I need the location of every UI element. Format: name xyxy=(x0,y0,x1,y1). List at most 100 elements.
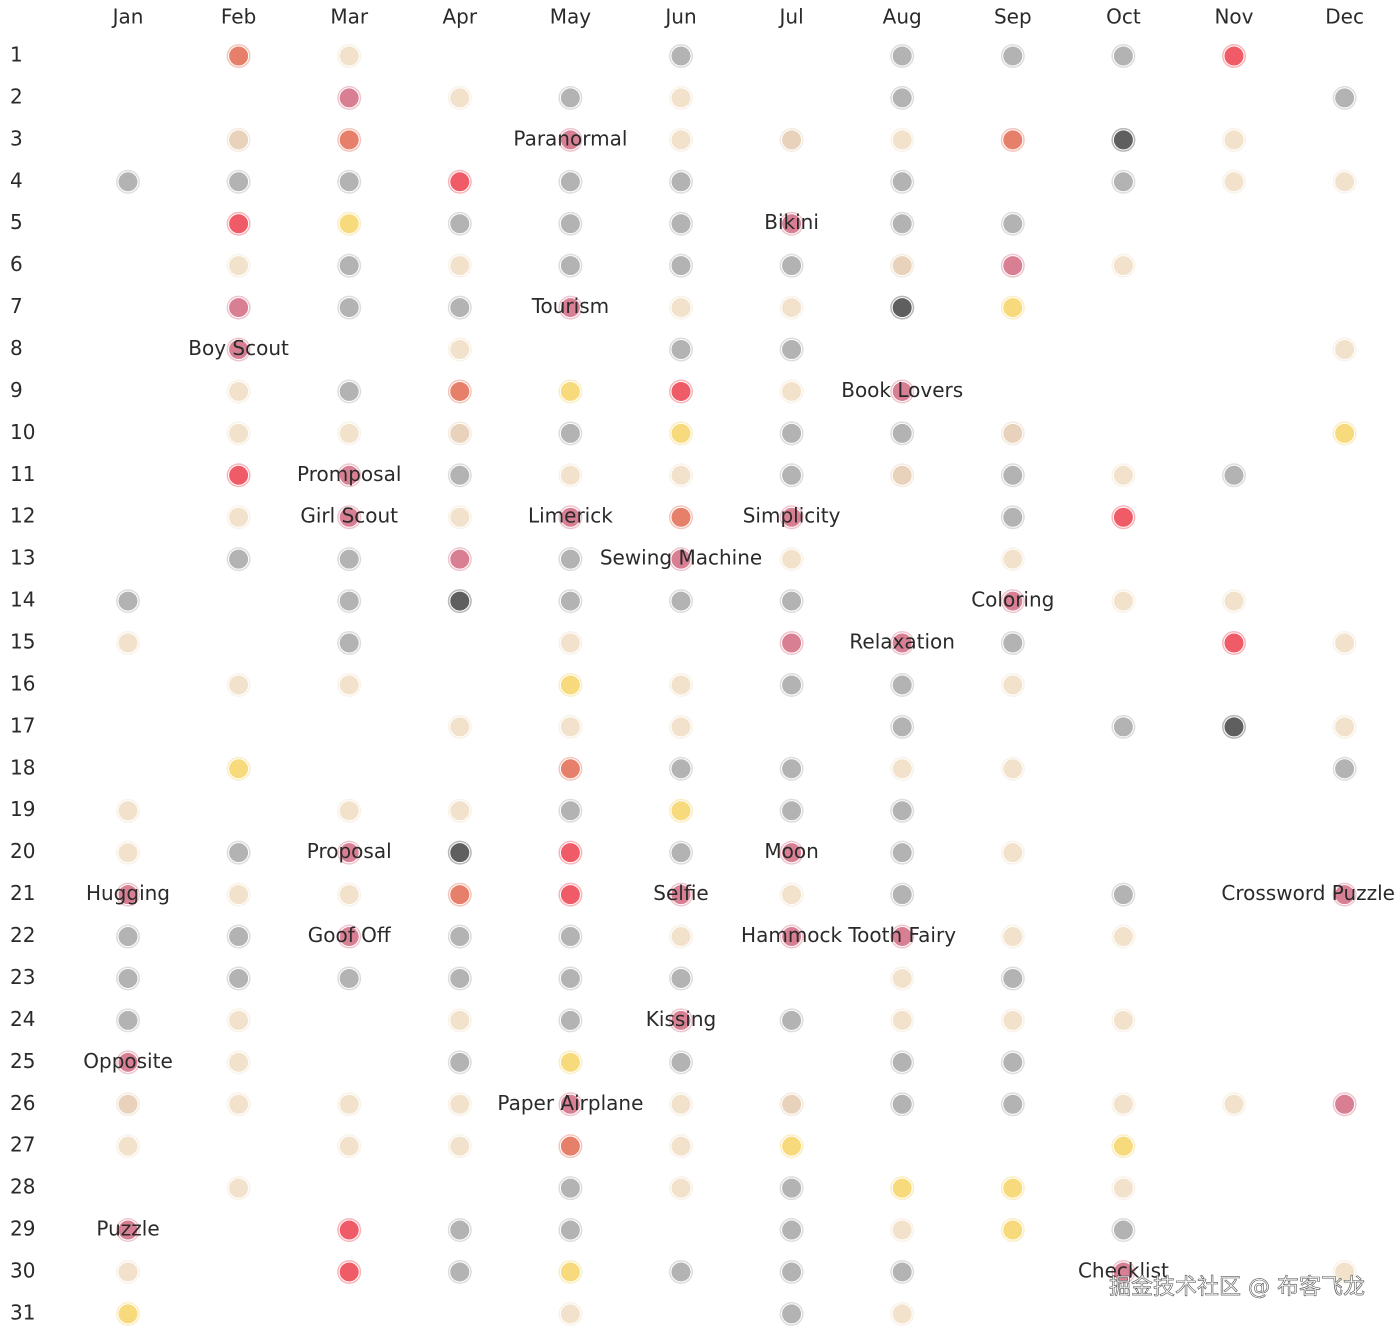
day-label: 18 xyxy=(10,755,35,779)
day-dot xyxy=(447,1008,472,1033)
day-label: 19 xyxy=(10,797,35,821)
day-dot xyxy=(1332,1259,1357,1284)
day-dot xyxy=(890,1050,915,1075)
holiday-label: Book Lovers xyxy=(841,378,963,402)
holiday-label: Goof Off xyxy=(308,923,392,947)
dot-core xyxy=(449,422,471,444)
dot-core xyxy=(338,884,360,906)
day-dot xyxy=(1000,211,1025,236)
holiday-label: Bikini xyxy=(764,210,819,234)
day-dot xyxy=(447,1218,472,1243)
dot-core xyxy=(559,674,581,696)
dot-core xyxy=(228,171,250,193)
day-dot xyxy=(1332,631,1357,656)
day-dot xyxy=(558,1301,583,1326)
dot-core xyxy=(1002,926,1024,948)
day-dot xyxy=(558,505,583,530)
day-dot xyxy=(669,714,693,739)
day-dot xyxy=(447,85,472,110)
dot-core xyxy=(1002,674,1024,696)
dot-core xyxy=(117,800,139,822)
holiday-label: Proposal xyxy=(307,839,392,863)
day-dot xyxy=(890,840,915,865)
day-dot xyxy=(779,463,804,488)
holiday-label: Opposite xyxy=(83,1049,173,1073)
dot-core xyxy=(1223,590,1245,612)
dot-core xyxy=(1223,45,1245,67)
dot-core xyxy=(559,506,581,528)
dot-core xyxy=(1002,548,1024,570)
dot-core xyxy=(228,1051,250,1073)
dot-core xyxy=(1002,213,1024,235)
day-dot xyxy=(1222,127,1246,152)
day-label: 3 xyxy=(10,126,23,150)
day-dot xyxy=(890,85,915,110)
dot-core xyxy=(117,1303,139,1325)
day-dot xyxy=(669,463,693,488)
dot-core xyxy=(228,506,250,528)
dot-core xyxy=(1334,758,1356,780)
dot-core xyxy=(1334,1261,1356,1283)
day-dot xyxy=(779,840,804,865)
day-dot xyxy=(558,924,583,949)
dot-core xyxy=(559,800,581,822)
day-dot xyxy=(558,631,583,656)
day-dot xyxy=(890,295,915,320)
day-dot xyxy=(890,882,915,907)
day-dot xyxy=(1111,505,1136,530)
day-dot xyxy=(116,924,140,949)
dot-core xyxy=(117,590,139,612)
day-dot xyxy=(1000,253,1025,278)
day-dot xyxy=(337,421,362,446)
dot-core xyxy=(449,464,471,486)
dot-core xyxy=(891,213,913,235)
dot-core xyxy=(781,464,803,486)
dot-core xyxy=(781,1093,803,1115)
day-dot xyxy=(337,505,362,530)
day-dot xyxy=(558,798,583,823)
dot-core xyxy=(891,45,913,67)
dot-core xyxy=(559,758,581,780)
day-dot xyxy=(779,127,804,152)
day-dot xyxy=(116,798,140,823)
day-dot xyxy=(226,882,251,907)
day-dot xyxy=(558,966,583,991)
day-dot xyxy=(447,295,472,320)
watermark: 掘金技术社区 @ 布客飞龙 xyxy=(1109,1275,1365,1300)
day-dot xyxy=(669,127,693,152)
dot-core xyxy=(559,213,581,235)
day-dot xyxy=(558,463,583,488)
dot-core xyxy=(559,842,581,864)
day-dot xyxy=(890,169,915,194)
day-dot xyxy=(890,1092,915,1117)
month-label: Sep xyxy=(994,5,1032,29)
day-dot xyxy=(890,463,915,488)
day-dot xyxy=(447,1092,472,1117)
day-label: 7 xyxy=(10,294,23,318)
dot-core xyxy=(1112,590,1134,612)
dot-core xyxy=(781,1177,803,1199)
day-dot xyxy=(447,714,472,739)
dot-core xyxy=(117,1051,139,1073)
day-dot xyxy=(779,547,804,572)
dot-core xyxy=(338,1261,360,1283)
day-dot xyxy=(558,169,583,194)
month-label: Oct xyxy=(1106,5,1141,29)
day-dot xyxy=(1111,253,1136,278)
dot-core xyxy=(559,1177,581,1199)
dot-core xyxy=(781,1303,803,1325)
day-dot xyxy=(890,1176,915,1201)
dot-core xyxy=(338,548,360,570)
day-dot xyxy=(558,253,583,278)
day-dot xyxy=(1000,1092,1025,1117)
dot-core xyxy=(1002,1093,1024,1115)
day-dot xyxy=(890,798,915,823)
dot-core xyxy=(670,1177,692,1199)
dot-core xyxy=(559,87,581,109)
day-label: 21 xyxy=(10,881,35,905)
day-dot xyxy=(447,169,472,194)
dot-core xyxy=(559,464,581,486)
dot-core xyxy=(449,926,471,948)
dot-core xyxy=(117,1093,139,1115)
dot-core xyxy=(1002,506,1024,528)
